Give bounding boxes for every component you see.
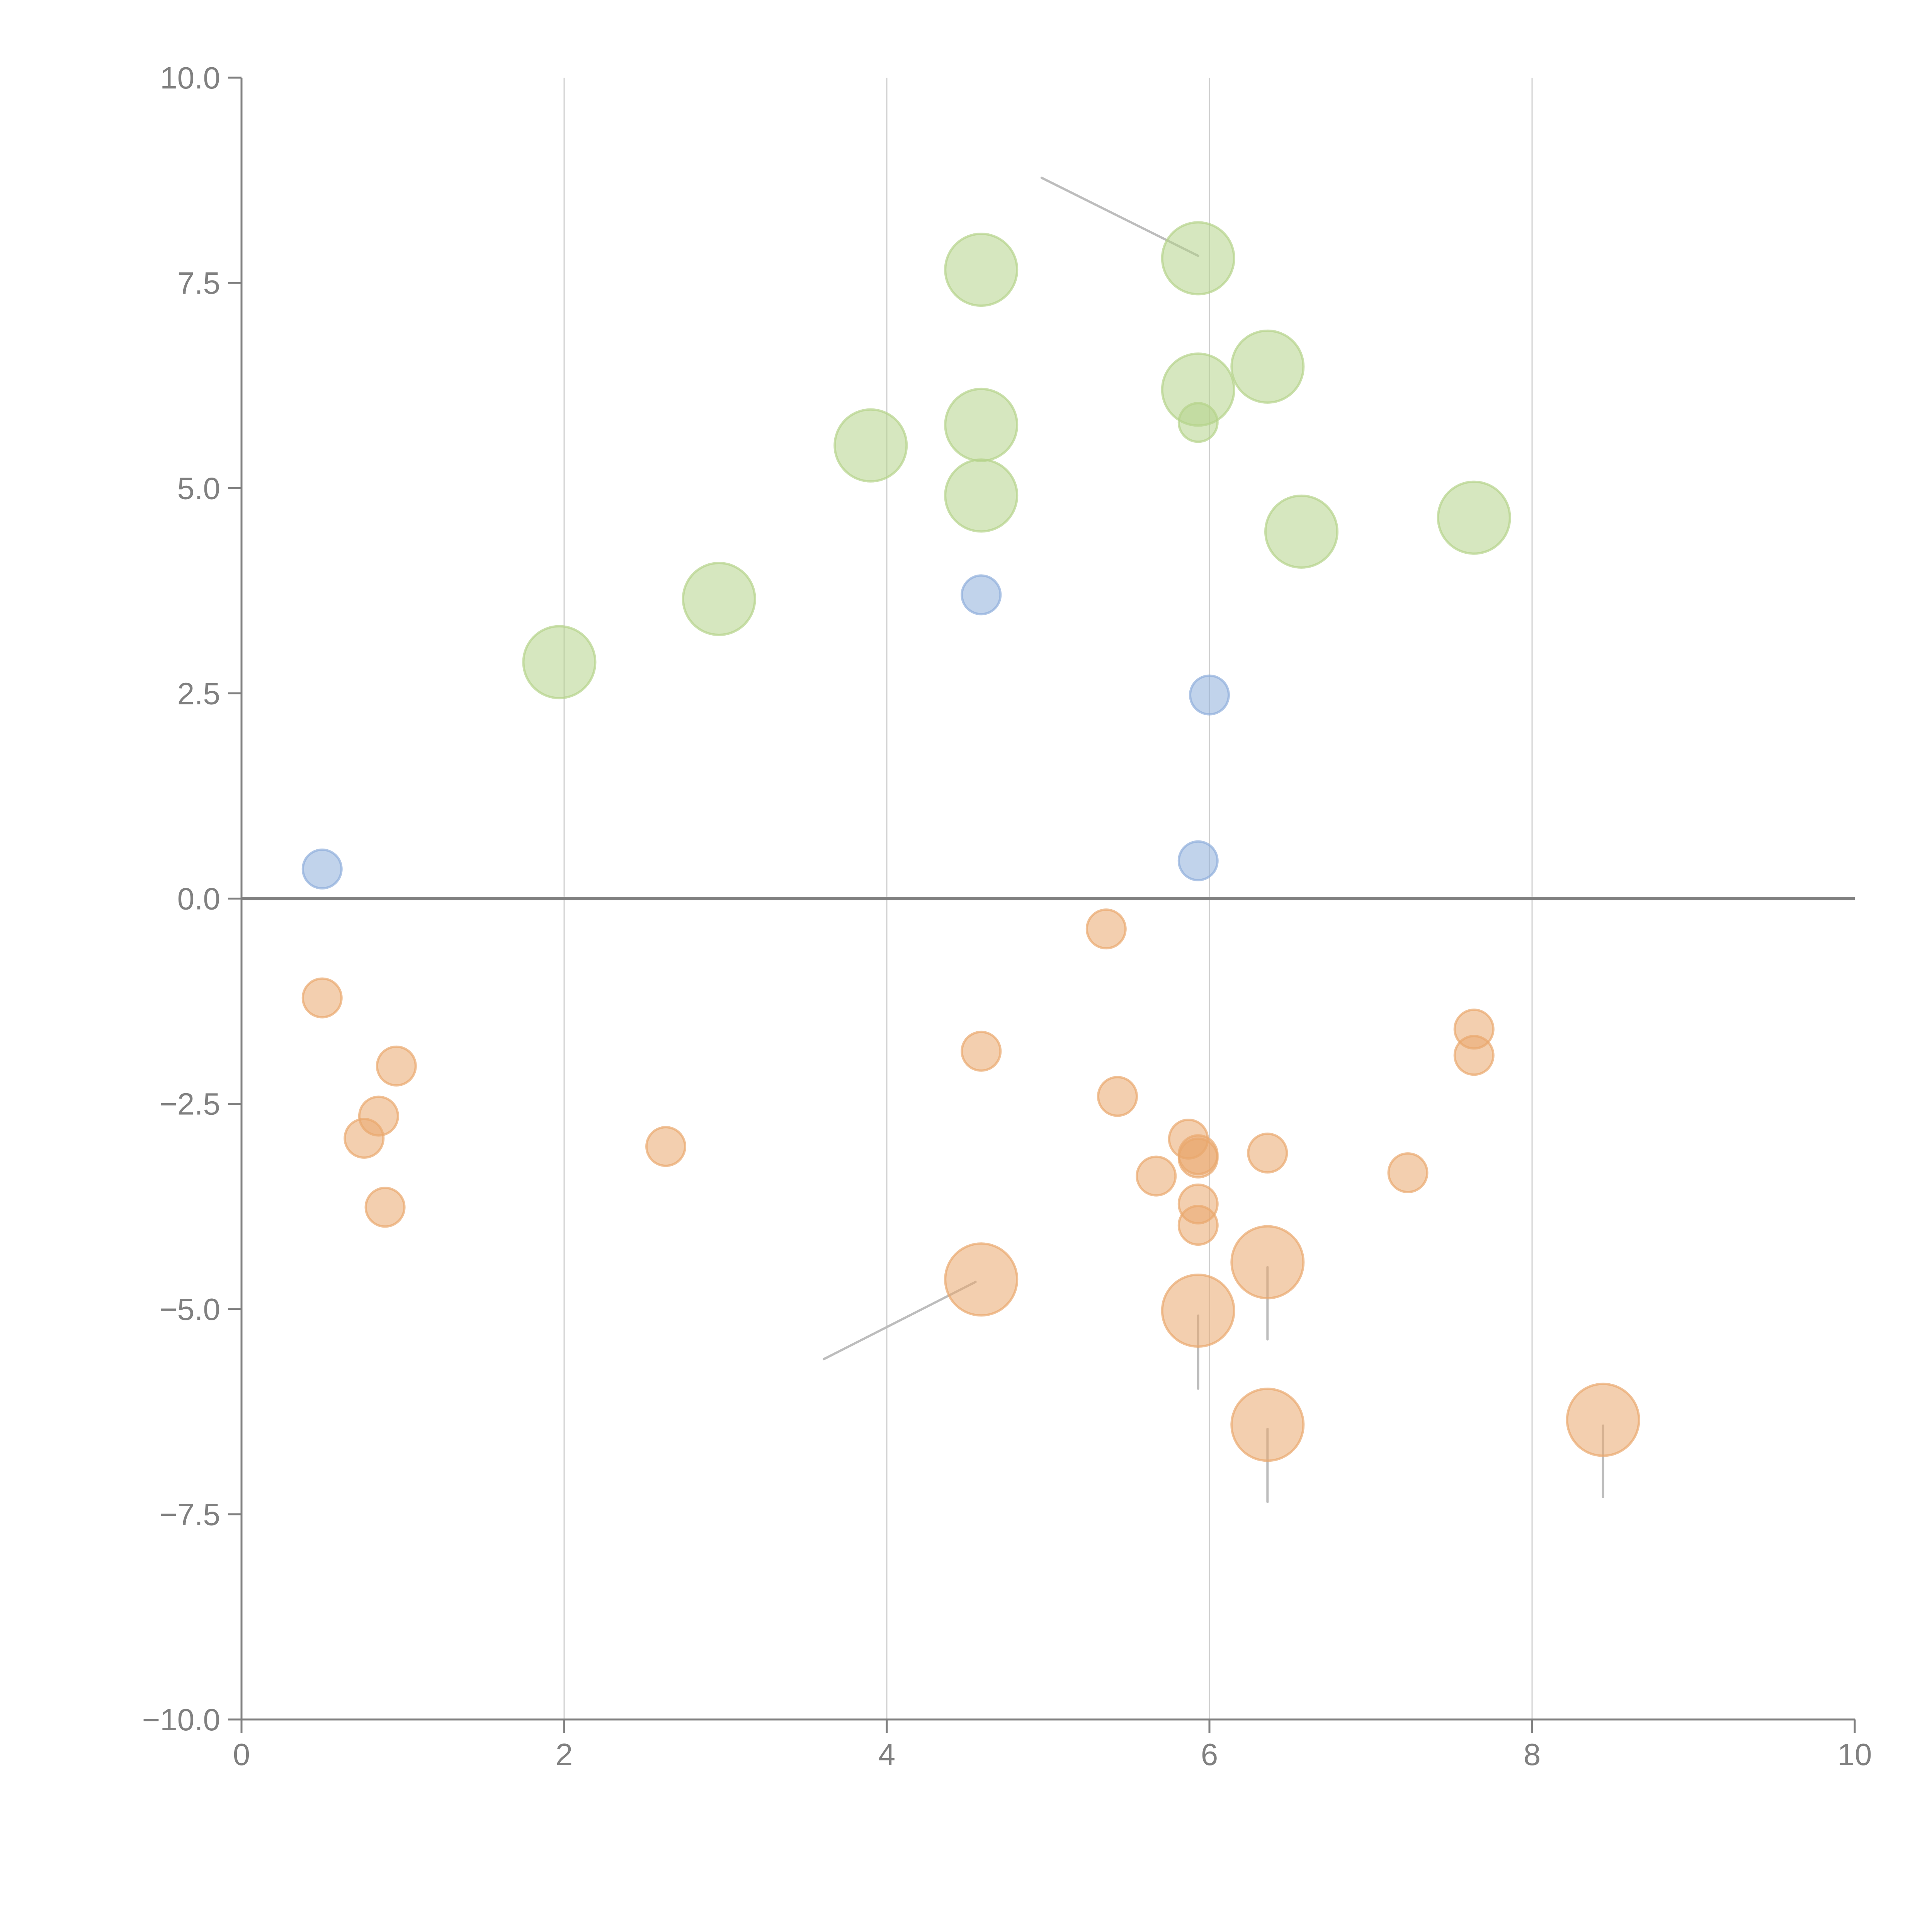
- orange-bubble: [301, 977, 343, 1019]
- green-bubble: [1437, 480, 1511, 555]
- green-bubble: [1161, 221, 1235, 296]
- y-axis-ticks: 10.0 7.5 5.0 2.5 0.0 −2.5 −5.0 −7.5 −10.0: [142, 61, 242, 1737]
- orange-bubble: [1177, 1137, 1219, 1179]
- x-tick-label: 0: [233, 1737, 250, 1772]
- green-bubble: [944, 458, 1019, 533]
- blue-bubble: [1189, 674, 1230, 716]
- orange-bubble: [344, 1117, 385, 1159]
- orange-bubble: [645, 1126, 687, 1167]
- y-tick-label: 7.5: [177, 266, 220, 300]
- orange-bubble: [1566, 1383, 1640, 1457]
- y-tick-label: 2.5: [177, 676, 220, 711]
- y-tick-label: 0.0: [177, 882, 220, 916]
- orange-bubble: [1177, 1205, 1219, 1246]
- orange-bubble: [1085, 908, 1127, 950]
- blue-bubble: [1177, 840, 1219, 881]
- orange-bubble: [376, 1045, 417, 1087]
- orange-bubble: [1230, 1388, 1305, 1462]
- x-tick-label: 4: [878, 1737, 896, 1772]
- x-tick-label: 2: [556, 1737, 573, 1772]
- green-bubble: [522, 625, 597, 699]
- green-bubble: [833, 408, 908, 483]
- x-tick-label: 10: [1838, 1737, 1872, 1772]
- green-bubble: [682, 562, 756, 636]
- orange-bubble: [1387, 1152, 1429, 1194]
- orange-bubble: [961, 1031, 1002, 1072]
- orange-bubble: [1453, 1035, 1495, 1076]
- orange-bubble: [1097, 1076, 1138, 1117]
- orange-bubble: [1230, 1225, 1305, 1299]
- blue-bubble: [301, 849, 343, 890]
- orange-bubble: [1136, 1155, 1177, 1197]
- axes: [240, 78, 1855, 1721]
- y-tick-label: −10.0: [142, 1702, 220, 1737]
- y-tick-label: −5.0: [159, 1292, 220, 1327]
- x-tick-label: 6: [1201, 1737, 1218, 1772]
- data-points: [301, 221, 1640, 1462]
- y-tick-label: −2.5: [159, 1087, 220, 1121]
- green-bubble: [1177, 402, 1219, 443]
- green-bubble: [944, 233, 1019, 307]
- blue-bubble: [961, 574, 1002, 616]
- y-tick-label: −7.5: [159, 1497, 220, 1532]
- y-tick-label: 5.0: [177, 471, 220, 505]
- orange-bubble: [364, 1187, 406, 1228]
- x-tick-label: 8: [1524, 1737, 1541, 1772]
- green-bubble: [944, 388, 1019, 462]
- orange-bubble: [1161, 1273, 1235, 1348]
- y-tick-label: 10.0: [160, 61, 220, 95]
- x-axis-ticks: 0 2 4 6 8 10: [233, 1719, 1872, 1772]
- green-bubble: [1230, 329, 1305, 404]
- green-bubble: [1264, 494, 1338, 569]
- orange-bubble: [1247, 1133, 1288, 1174]
- orange-bubble: [944, 1242, 1019, 1317]
